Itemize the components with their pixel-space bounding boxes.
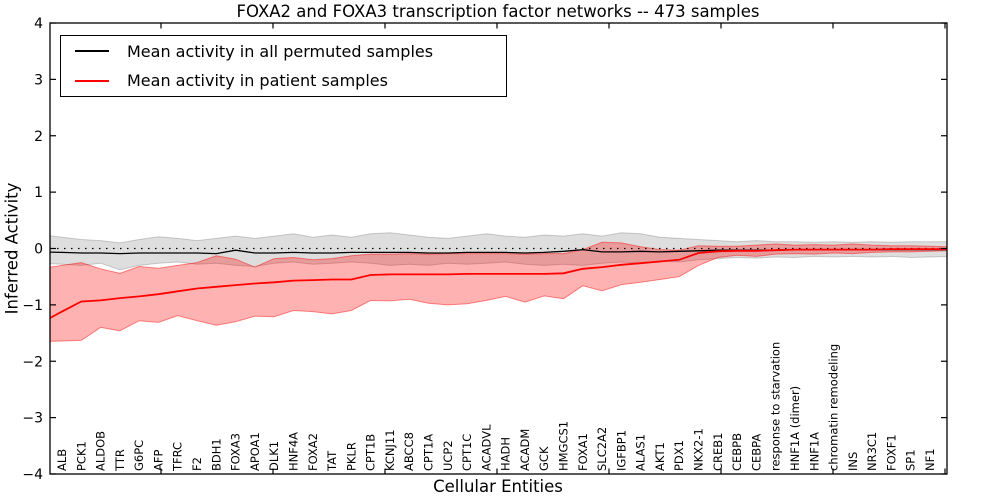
patient-mean-line bbox=[49, 248, 947, 319]
gene-label: HNF4A bbox=[286, 432, 300, 471]
gene-label: ABCC8 bbox=[402, 432, 416, 471]
gene-label: TTR bbox=[113, 449, 127, 472]
gene-label: CPT1A bbox=[421, 434, 435, 471]
y-axis-label: Inferred Activity bbox=[2, 182, 22, 315]
y-tick-label: −3 bbox=[22, 411, 43, 427]
gene-label: NKX2-1 bbox=[692, 428, 706, 471]
gene-label: HADH bbox=[499, 437, 513, 471]
gene-label: PDX1 bbox=[672, 440, 686, 471]
x-axis-label: Cellular Entities bbox=[433, 477, 563, 496]
gene-label: NR3C1 bbox=[865, 432, 879, 471]
gene-label: PCK1 bbox=[74, 441, 88, 471]
gene-label: chromatin remodeling bbox=[827, 344, 841, 471]
gene-label: CREB1 bbox=[711, 433, 725, 472]
gene-label: DLK1 bbox=[267, 441, 281, 471]
gene-label: APOA1 bbox=[248, 432, 262, 471]
gene-label: ALB bbox=[55, 449, 69, 471]
gene-label: TFRC bbox=[171, 442, 185, 472]
gene-label: FOXF1 bbox=[884, 434, 898, 471]
gene-label: ACADVL bbox=[479, 424, 493, 471]
gene-label: BDH1 bbox=[209, 438, 223, 471]
gene-label: FOXA1 bbox=[576, 433, 590, 471]
gene-label: CEBPB bbox=[730, 433, 744, 471]
gene-label: IGFBP1 bbox=[614, 430, 628, 471]
y-tick-label: −4 bbox=[22, 467, 43, 483]
gene-label: SP1 bbox=[904, 449, 918, 471]
y-tick-label: 4 bbox=[34, 16, 43, 32]
gene-label: FOXA2 bbox=[306, 433, 320, 471]
legend-line-sample-red bbox=[75, 79, 109, 82]
legend-entry-patient: Mean activity in patient samples bbox=[61, 66, 506, 95]
gene-label: TAT bbox=[325, 450, 339, 472]
gene-label: INS bbox=[846, 452, 860, 471]
gene-label: ALDOB bbox=[94, 431, 108, 471]
legend-entry-permuted: Mean activity in all permuted samples bbox=[61, 37, 506, 66]
legend-box: Mean activity in all permuted samples Me… bbox=[60, 35, 507, 97]
chart-title: FOXA2 and FOXA3 transcription factor net… bbox=[236, 2, 760, 21]
gene-label: SLC2A2 bbox=[595, 427, 609, 471]
legend-line-sample-black bbox=[75, 50, 109, 53]
gene-label: CPT1B bbox=[364, 434, 378, 471]
gene-label: G6PC bbox=[132, 440, 146, 471]
gene-label: FOXA3 bbox=[229, 433, 243, 471]
gene-label: HNF1A bbox=[807, 432, 821, 471]
gene-label: KCNJ11 bbox=[383, 429, 397, 471]
gene-label: UCP2 bbox=[441, 440, 455, 471]
gene-label: AKT1 bbox=[653, 442, 667, 471]
gene-label: HMGCS1 bbox=[557, 421, 571, 471]
legend-label: Mean activity in patient samples bbox=[127, 71, 388, 91]
gene-label: AFP bbox=[151, 450, 165, 471]
legend-label: Mean activity in all permuted samples bbox=[127, 41, 434, 61]
y-tick-label: −1 bbox=[22, 298, 43, 314]
y-tick-label: 3 bbox=[34, 72, 43, 88]
gene-label: F2 bbox=[190, 457, 204, 471]
gene-label: PKLR bbox=[344, 442, 358, 471]
gene-label: GCK bbox=[537, 446, 551, 471]
gene-label: response to starvation bbox=[769, 342, 783, 471]
gene-label: NF1 bbox=[923, 448, 937, 471]
gene-label: CEBPA bbox=[749, 434, 763, 471]
gene-label: CPT1C bbox=[460, 434, 474, 471]
y-tick-label: −2 bbox=[22, 354, 43, 370]
y-tick-label: 0 bbox=[34, 242, 43, 258]
gene-label: ALAS1 bbox=[634, 434, 648, 471]
gene-label: HNF1A (dimer) bbox=[788, 386, 802, 471]
y-axis-label-container: Inferred Activity bbox=[0, 23, 24, 474]
gene-label: ACADM bbox=[518, 429, 532, 471]
y-tick-label: 1 bbox=[34, 185, 43, 201]
y-tick-label: 2 bbox=[34, 129, 43, 145]
